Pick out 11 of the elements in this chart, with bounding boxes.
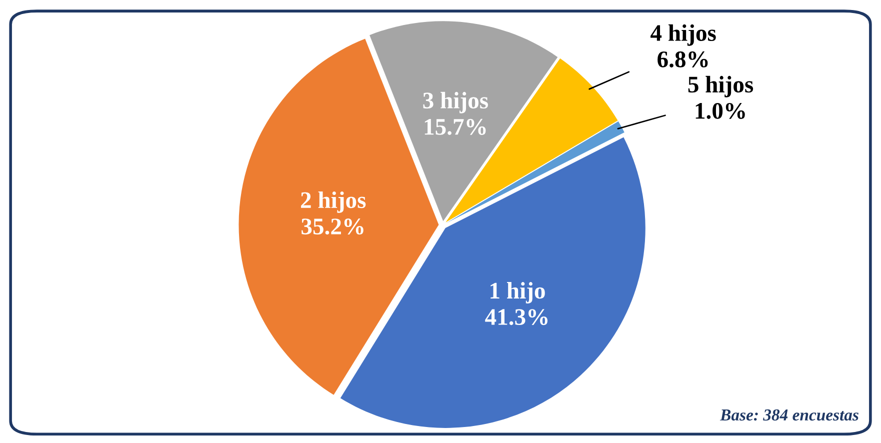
- data-label: 35.2%: [302, 218, 364, 235]
- data-label: 41.3%: [485, 309, 548, 326]
- data-label: 15.7%: [424, 118, 486, 135]
- slice-label: 1 hijo: [490, 282, 545, 304]
- slice-label: 5 hijos: [688, 76, 754, 98]
- slice-label: 3 hijos: [423, 92, 488, 114]
- data-label: 6.8%: [658, 51, 708, 68]
- text: Base: 384 encuestas: [720, 409, 858, 421]
- slice-label: 2 hijos: [301, 192, 366, 213]
- slice-label: 4 hijos: [650, 24, 716, 46]
- data-label: 1.0%: [696, 102, 745, 119]
